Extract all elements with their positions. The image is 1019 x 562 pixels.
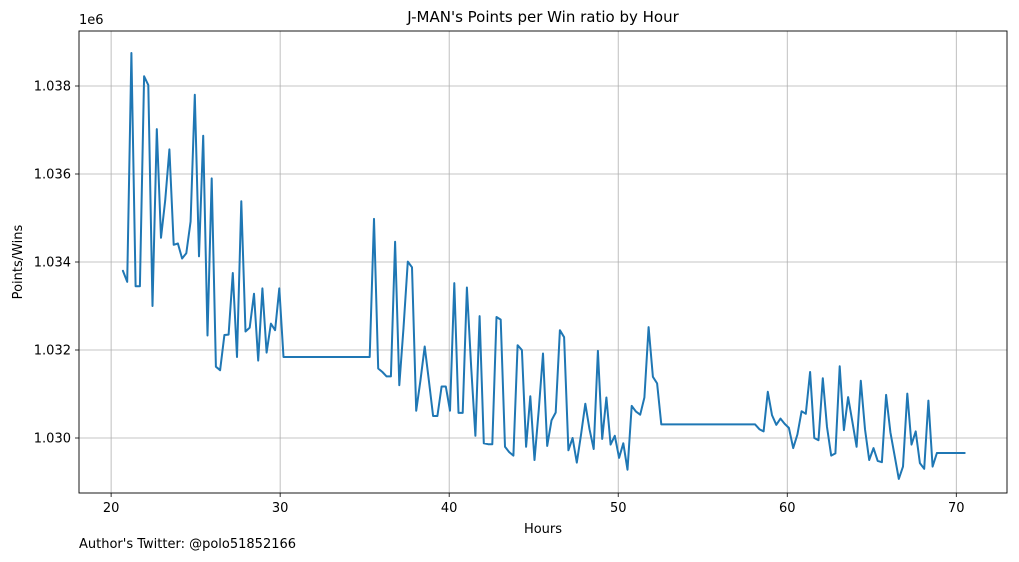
x-axis-label: Hours xyxy=(524,522,562,537)
y-tick-label: 1.034 xyxy=(34,256,71,271)
series-layer xyxy=(121,52,966,480)
y-tick-label: 1.036 xyxy=(34,168,71,183)
chart-title: J-MAN's Points per Win ratio by Hour xyxy=(406,8,679,26)
y-offset-label: 1e6 xyxy=(79,13,104,28)
x-tick-label: 70 xyxy=(948,501,965,516)
y-axis: 1.030 1.032 1.034 1.036 1.038 xyxy=(34,80,79,447)
y-tick-label: 1.030 xyxy=(34,432,71,447)
x-tick-label: 60 xyxy=(779,501,796,516)
y-tick-label: 1.032 xyxy=(34,344,71,359)
x-tick-label: 30 xyxy=(272,501,289,516)
x-tick-label: 50 xyxy=(610,501,627,516)
y-tick-label: 1.038 xyxy=(34,80,71,95)
y-axis-label: Points/Wins xyxy=(11,224,26,299)
x-axis: 20 30 40 50 60 70 xyxy=(103,493,965,516)
x-tick-label: 20 xyxy=(103,501,120,516)
series-line xyxy=(121,52,966,480)
author-credit: Author's Twitter: @polo51852166 xyxy=(79,537,297,552)
x-tick-label: 40 xyxy=(441,501,458,516)
grid xyxy=(79,31,1007,493)
